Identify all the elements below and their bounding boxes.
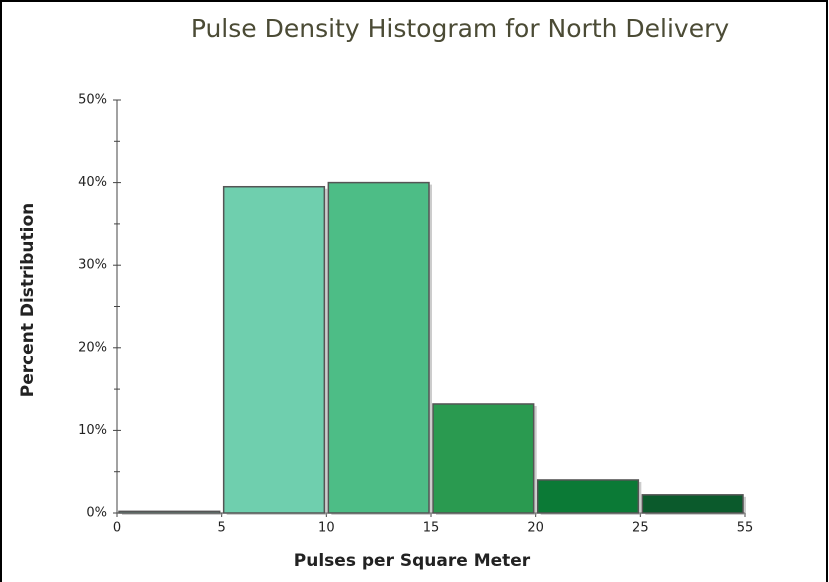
x-tick-label: 5 — [218, 521, 226, 536]
chart-title: Pulse Density Histogram for North Delive… — [191, 14, 730, 43]
y-tick-label: 10% — [78, 423, 107, 438]
bar — [327, 181, 430, 514]
bar — [641, 494, 744, 514]
y-tick-label: 0% — [86, 506, 107, 521]
x-tick-label: 55 — [737, 521, 754, 536]
bar — [432, 403, 535, 514]
y-tick-label: 50% — [78, 93, 107, 108]
bar — [536, 479, 640, 514]
bar — [118, 510, 221, 514]
x-tick-label: 25 — [632, 521, 649, 536]
bar — [222, 185, 326, 514]
y-tick-label: 30% — [78, 258, 107, 273]
x-tick-label: 10 — [318, 521, 335, 536]
y-tick-label: 40% — [78, 175, 107, 190]
x-axis-label: Pulses per Square Meter — [294, 551, 531, 571]
y-axis-label: Percent Distribution — [18, 203, 38, 398]
x-tick-label: 20 — [527, 521, 544, 536]
x-tick-label: 0 — [113, 521, 121, 536]
x-tick-label: 15 — [423, 521, 440, 536]
y-tick-label: 20% — [78, 340, 107, 355]
bar-shadow — [122, 513, 223, 515]
